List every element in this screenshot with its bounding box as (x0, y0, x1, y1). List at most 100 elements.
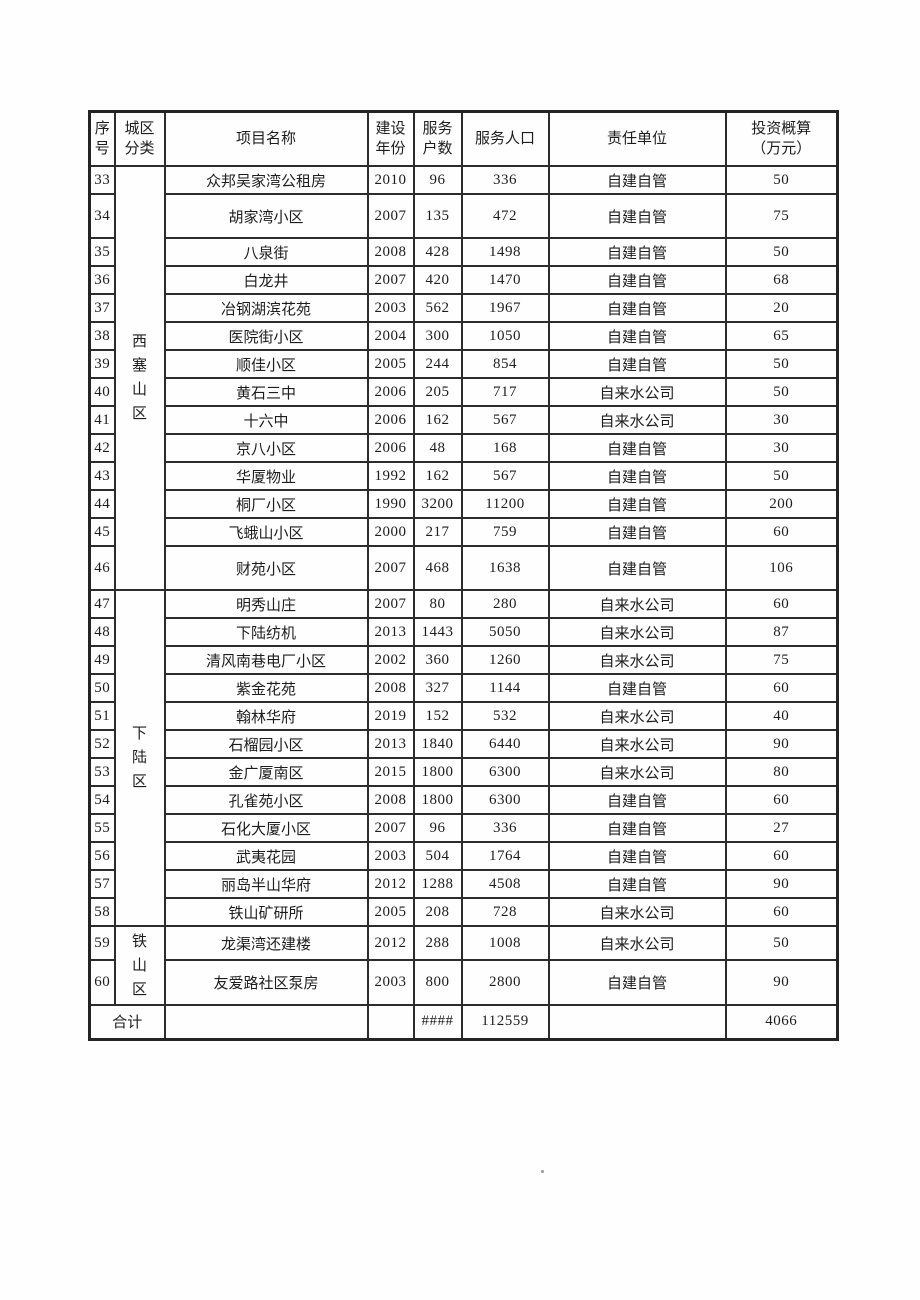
population-cell: 567 (460, 405, 550, 435)
column-header-project: 项目名称 (163, 110, 369, 167)
project-name-cell: 武夷花园 (163, 841, 369, 871)
year-cell: 1990 (366, 489, 415, 519)
table-row: 52 石榴园小区 2013 1840 6440 自来水公司 90 (88, 729, 839, 759)
investment-cell: 20 (724, 293, 839, 323)
investment-cell: 90 (724, 729, 839, 759)
unit-cell: 自来水公司 (547, 617, 727, 647)
project-name-cell: 丽岛半山华府 (163, 869, 369, 899)
unit-cell: 自来水公司 (547, 925, 727, 961)
population-cell: 6300 (460, 757, 550, 787)
year-cell: 2012 (366, 925, 415, 961)
households-cell: 1840 (412, 729, 463, 759)
table-row: 49 清风南巷电厂小区 2002 360 1260 自来水公司 75 (88, 645, 839, 675)
year-cell: 2008 (366, 673, 415, 703)
scan-speck-artifact (541, 1170, 544, 1173)
households-cell: 288 (412, 925, 463, 961)
population-cell: 336 (460, 813, 550, 843)
row-number-cell: 35 (88, 237, 116, 267)
population-cell: 4508 (460, 869, 550, 899)
population-cell: 336 (460, 165, 550, 195)
year-cell: 2007 (366, 545, 415, 591)
population-cell: 717 (460, 377, 550, 407)
row-number-cell: 53 (88, 757, 116, 787)
unit-cell: 自来水公司 (547, 757, 727, 787)
year-cell: 2013 (366, 617, 415, 647)
year-cell: 2007 (366, 589, 415, 619)
investment-cell: 30 (724, 405, 839, 435)
column-header-population: 服务人口 (460, 110, 550, 167)
households-cell: 96 (412, 165, 463, 195)
unit-cell: 自建自管 (547, 869, 727, 899)
year-cell: 1992 (366, 461, 415, 491)
row-number-cell: 47 (88, 589, 116, 619)
project-name-cell: 财苑小区 (163, 545, 369, 591)
year-cell: 2010 (366, 165, 415, 195)
unit-cell: 自建自管 (547, 517, 727, 547)
table-row: 43 华厦物业 1992 162 567 自建自管 50 (88, 461, 839, 491)
project-name-cell: 华厦物业 (163, 461, 369, 491)
table-row: 41 十六中 2006 162 567 自来水公司 30 (88, 405, 839, 435)
households-cell: 327 (412, 673, 463, 703)
population-cell: 1260 (460, 645, 550, 675)
unit-cell: 自建自管 (547, 293, 727, 323)
row-number-cell: 51 (88, 701, 116, 731)
project-name-cell: 白龙井 (163, 265, 369, 295)
investment-cell: 80 (724, 757, 839, 787)
households-cell: 1443 (412, 617, 463, 647)
year-cell: 2006 (366, 377, 415, 407)
year-cell: 2007 (366, 813, 415, 843)
district-label: 西塞山区 (131, 334, 147, 422)
investment-cell: 50 (724, 461, 839, 491)
population-cell: 280 (460, 589, 550, 619)
households-cell: 3200 (412, 489, 463, 519)
table-row: 39 顺佳小区 2005 244 854 自建自管 50 (88, 349, 839, 379)
row-number-cell: 55 (88, 813, 116, 843)
column-header-households: 服务 户数 (412, 110, 463, 167)
population-cell: 567 (460, 461, 550, 491)
table-row: 60 友爱路社区泵房 2003 800 2800 自建自管 90 (88, 959, 839, 1006)
unit-cell: 自建自管 (547, 321, 727, 351)
investment-cell: 50 (724, 925, 839, 961)
total-population-cell: 112559 (460, 1004, 550, 1040)
unit-cell: 自建自管 (547, 785, 727, 815)
total-row: 合计 #### 112559 4066 (88, 1004, 839, 1040)
unit-cell: 自建自管 (547, 813, 727, 843)
row-number-cell: 52 (88, 729, 116, 759)
unit-cell: 自建自管 (547, 165, 727, 195)
households-cell: 360 (412, 645, 463, 675)
table-row: 44 桐厂小区 1990 3200 11200 自建自管 200 (88, 489, 839, 519)
investment-cell: 87 (724, 617, 839, 647)
year-cell: 2006 (366, 433, 415, 463)
project-name-cell: 医院街小区 (163, 321, 369, 351)
column-header-investment: 投资概算 （万元） (724, 110, 839, 167)
households-cell: 244 (412, 349, 463, 379)
table-row: 37 冶钢湖滨花苑 2003 562 1967 自建自管 20 (88, 293, 839, 323)
row-number-cell: 40 (88, 377, 116, 407)
table-row: 40 黄石三中 2006 205 717 自来水公司 50 (88, 377, 839, 407)
row-number-cell: 42 (88, 433, 116, 463)
project-name-cell: 金广厦南区 (163, 757, 369, 787)
district-cell: 铁山区 (113, 925, 166, 1006)
row-number-cell: 58 (88, 897, 116, 927)
table-row: 35 八泉街 2008 428 1498 自建自管 50 (88, 237, 839, 267)
investment-cell: 106 (724, 545, 839, 591)
row-number-cell: 49 (88, 645, 116, 675)
unit-cell: 自来水公司 (547, 645, 727, 675)
table-row: 42 京八小区 2006 48 168 自建自管 30 (88, 433, 839, 463)
investment-cell: 50 (724, 237, 839, 267)
total-households-cell: #### (412, 1004, 463, 1040)
total-year-cell (366, 1004, 415, 1040)
population-cell: 168 (460, 433, 550, 463)
table-row: 59 铁山区 龙渠湾还建楼 2012 288 1008 自来水公司 50 (88, 925, 839, 1006)
project-name-cell: 八泉街 (163, 237, 369, 267)
population-cell: 728 (460, 897, 550, 927)
project-name-cell: 下陆纺机 (163, 617, 369, 647)
table-row: 45 飞蛾山小区 2000 217 759 自建自管 60 (88, 517, 839, 547)
year-cell: 2008 (366, 237, 415, 267)
table-row: 58 铁山矿研所 2005 208 728 自来水公司 60 (88, 897, 839, 927)
table-header: 序 号 城区 分类 项目名称 建设 年份 服务 户数 服务人口 责任单位 投资概… (88, 110, 839, 167)
households-cell: 96 (412, 813, 463, 843)
year-cell: 2003 (366, 293, 415, 323)
investment-cell: 60 (724, 841, 839, 871)
